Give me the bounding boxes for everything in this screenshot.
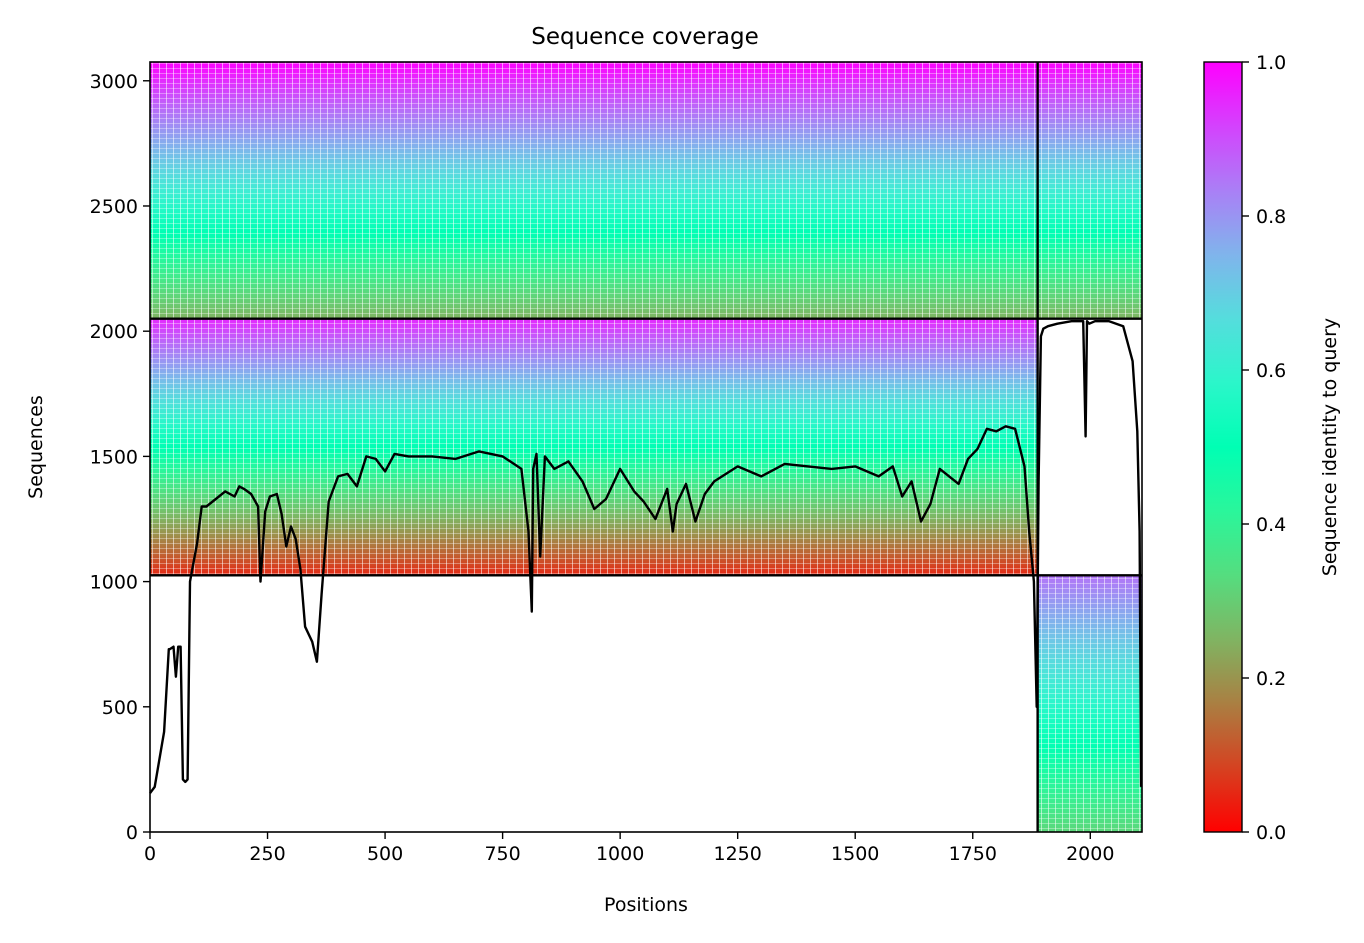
- y-tick-label: 3000: [90, 71, 138, 93]
- block-dividers: [150, 62, 1142, 832]
- chart-title: Sequence coverage: [531, 24, 759, 50]
- x-tick-label: 1750: [949, 843, 997, 865]
- x-tick-label: 1500: [831, 843, 879, 865]
- identity-blocks: [150, 62, 1142, 832]
- colorbar-tick-label: 0.8: [1256, 206, 1286, 228]
- colorbar: [1203, 61, 1243, 833]
- y-tick-label: 2500: [90, 196, 138, 218]
- x-tick-label: 250: [249, 843, 285, 865]
- gap-texture: [150, 62, 1142, 319]
- y-tick-label: 2000: [90, 321, 138, 343]
- colorbar-label: Sequence identity to query: [1319, 318, 1341, 576]
- gap-texture: [1037, 575, 1142, 832]
- y-tick-label: 500: [102, 697, 138, 719]
- x-tick-label: 0: [144, 843, 156, 865]
- x-axis-label: Positions: [604, 894, 688, 916]
- coverage-line-group: [149, 320, 1143, 794]
- y-tick-label: 0: [126, 822, 138, 844]
- x-tick-label: 750: [484, 843, 520, 865]
- coverage-line: [149, 320, 1143, 794]
- colorbar-tick-label: 1.0: [1256, 52, 1286, 74]
- x-tick-label: 1000: [596, 843, 644, 865]
- colorbar-tick-label: 0.6: [1256, 360, 1286, 382]
- x-tick-label: 2000: [1066, 843, 1114, 865]
- x-tick-label: 1250: [713, 843, 761, 865]
- y-axis-label: Sequences: [25, 395, 47, 499]
- y-tick-label: 1000: [90, 572, 138, 594]
- x-axis-ticks: 0 250 500 750 1000 1250 1500 1750 2000: [144, 832, 1114, 865]
- y-tick-label: 1500: [90, 446, 138, 468]
- colorbar-tick-label: 0.0: [1256, 822, 1286, 844]
- colorbar-tick-label: 0.4: [1256, 514, 1286, 536]
- y-axis-ticks: 0 500 1000 1500 2000 2500 3000: [90, 71, 150, 844]
- colorbar-ticks: 0.0 0.2 0.4 0.6 0.8 1.0: [1242, 52, 1286, 844]
- gap-texture: [150, 318, 1038, 576]
- plot-frame: [149, 61, 1143, 833]
- x-tick-label: 500: [367, 843, 403, 865]
- colorbar-tick-label: 0.2: [1256, 668, 1286, 690]
